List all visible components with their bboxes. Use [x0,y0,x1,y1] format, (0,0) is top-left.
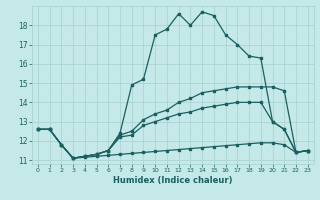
X-axis label: Humidex (Indice chaleur): Humidex (Indice chaleur) [113,176,233,185]
